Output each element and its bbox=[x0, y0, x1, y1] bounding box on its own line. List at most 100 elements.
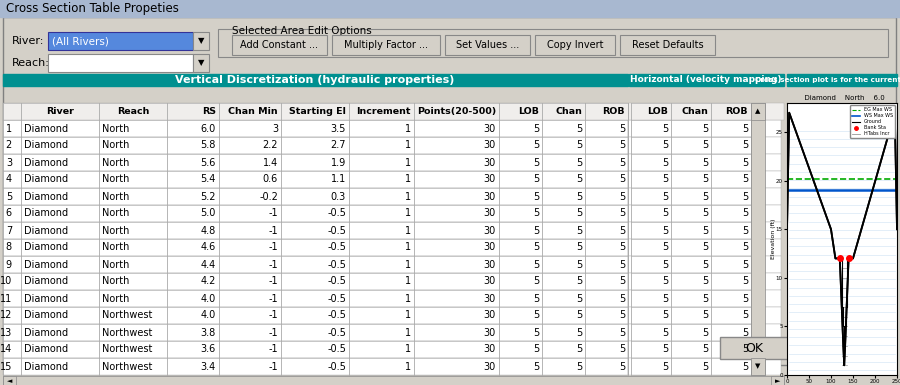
Text: Cross Section Table Propeties: Cross Section Table Propeties bbox=[6, 2, 179, 15]
Text: 5: 5 bbox=[619, 226, 625, 236]
Bar bbox=[3, 341, 628, 358]
Bar bbox=[751, 103, 765, 120]
Text: 5: 5 bbox=[742, 124, 748, 134]
Bar bbox=[193, 32, 209, 50]
Text: 1: 1 bbox=[405, 124, 411, 134]
Bar bbox=[628, 137, 781, 154]
Text: 5: 5 bbox=[619, 124, 625, 134]
Text: 5: 5 bbox=[576, 345, 582, 355]
Line: Bank Sta: Bank Sta bbox=[837, 256, 851, 261]
Text: ▼: ▼ bbox=[198, 59, 204, 67]
Text: 5: 5 bbox=[702, 310, 708, 320]
Text: 5: 5 bbox=[662, 362, 668, 372]
Bar bbox=[48, 32, 193, 50]
Text: 1: 1 bbox=[405, 226, 411, 236]
Text: 1: 1 bbox=[405, 362, 411, 372]
Text: North: North bbox=[102, 293, 130, 303]
Text: 1: 1 bbox=[405, 191, 411, 201]
Bar bbox=[3, 103, 784, 120]
Text: -0.5: -0.5 bbox=[327, 328, 346, 338]
Text: -0.5: -0.5 bbox=[327, 276, 346, 286]
Text: River:: River: bbox=[12, 36, 44, 46]
Text: 3.8: 3.8 bbox=[201, 328, 216, 338]
Text: 5: 5 bbox=[5, 191, 12, 201]
Text: 30: 30 bbox=[484, 191, 496, 201]
Ground bbox=[889, 110, 900, 115]
Bar bbox=[3, 256, 628, 273]
Text: ▼: ▼ bbox=[755, 363, 760, 370]
Text: 4.8: 4.8 bbox=[201, 226, 216, 236]
Text: 1: 1 bbox=[405, 328, 411, 338]
Text: Starting El: Starting El bbox=[289, 107, 346, 116]
Text: 3.4: 3.4 bbox=[201, 362, 216, 372]
Text: Diamond: Diamond bbox=[24, 124, 68, 134]
Bar bbox=[48, 54, 193, 72]
Text: -1: -1 bbox=[268, 310, 278, 320]
Text: Reach:: Reach: bbox=[12, 58, 50, 68]
Text: 5: 5 bbox=[619, 293, 625, 303]
Text: 5: 5 bbox=[662, 209, 668, 219]
Bar bbox=[3, 376, 16, 385]
Text: 5: 5 bbox=[533, 209, 539, 219]
Text: 5: 5 bbox=[742, 310, 748, 320]
Text: North: North bbox=[102, 276, 130, 286]
Text: 4.4: 4.4 bbox=[201, 259, 216, 270]
Text: Diamond: Diamond bbox=[24, 276, 68, 286]
Text: 14: 14 bbox=[0, 345, 12, 355]
Text: Chan: Chan bbox=[681, 107, 708, 116]
Text: 5: 5 bbox=[702, 124, 708, 134]
Text: 5: 5 bbox=[619, 191, 625, 201]
Text: 15: 15 bbox=[0, 362, 12, 372]
Text: 5: 5 bbox=[533, 362, 539, 372]
Text: 5: 5 bbox=[662, 259, 668, 270]
Text: 1: 1 bbox=[405, 209, 411, 219]
Ground bbox=[781, 227, 792, 232]
Title:   Diamond    North    6.0: Diamond North 6.0 bbox=[799, 95, 885, 101]
Text: 1.4: 1.4 bbox=[263, 157, 278, 167]
Text: 5: 5 bbox=[702, 362, 708, 372]
Bar bbox=[628, 188, 781, 205]
Text: 5: 5 bbox=[702, 191, 708, 201]
EG Max WS bbox=[781, 176, 792, 181]
Text: 3.6: 3.6 bbox=[201, 345, 216, 355]
Text: 5: 5 bbox=[742, 157, 748, 167]
Bar bbox=[232, 35, 327, 55]
Text: 30: 30 bbox=[484, 345, 496, 355]
Text: 8: 8 bbox=[6, 243, 12, 253]
Ground bbox=[843, 256, 854, 261]
Text: 5: 5 bbox=[662, 293, 668, 303]
Text: 4.0: 4.0 bbox=[201, 293, 216, 303]
Text: 5: 5 bbox=[662, 243, 668, 253]
Text: 5: 5 bbox=[533, 174, 539, 184]
Text: ROB: ROB bbox=[602, 107, 625, 116]
Bar bbox=[628, 358, 781, 375]
Bar bbox=[628, 273, 781, 290]
Text: Diamond: Diamond bbox=[24, 243, 68, 253]
Bar bbox=[628, 222, 781, 239]
WS Max WS bbox=[781, 188, 792, 193]
Ground bbox=[840, 343, 850, 348]
Text: 1: 1 bbox=[405, 243, 411, 253]
Text: 5: 5 bbox=[576, 157, 582, 167]
Text: 5: 5 bbox=[702, 259, 708, 270]
Bar bbox=[628, 341, 781, 358]
Text: 2.2: 2.2 bbox=[263, 141, 278, 151]
Bar bbox=[3, 324, 628, 341]
Bar bbox=[771, 376, 784, 385]
Ground bbox=[839, 363, 850, 368]
Text: LOB: LOB bbox=[518, 107, 539, 116]
Text: 0.6: 0.6 bbox=[263, 174, 278, 184]
Text: 6.0: 6.0 bbox=[201, 124, 216, 134]
Bar bbox=[810, 337, 878, 359]
Bar bbox=[218, 29, 888, 57]
Text: 30: 30 bbox=[484, 328, 496, 338]
Text: 5: 5 bbox=[533, 141, 539, 151]
Bar bbox=[628, 324, 781, 341]
Text: 5: 5 bbox=[662, 328, 668, 338]
Text: -1: -1 bbox=[268, 293, 278, 303]
Bar bbox=[620, 35, 715, 55]
Text: 4.6: 4.6 bbox=[201, 243, 216, 253]
Text: 5: 5 bbox=[702, 157, 708, 167]
Bar bbox=[3, 358, 628, 375]
Text: Diamond: Diamond bbox=[24, 209, 68, 219]
